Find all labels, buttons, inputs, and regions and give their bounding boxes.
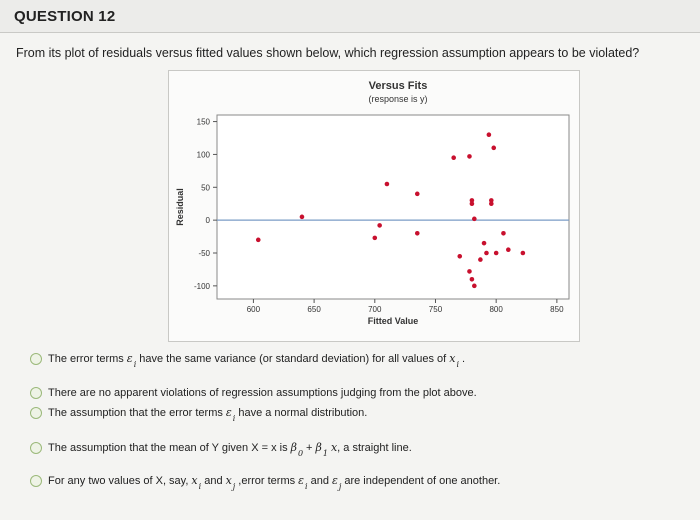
radio-button-5[interactable] [30,474,42,487]
xj-symbol: xj [225,474,236,491]
data-point [377,223,382,228]
radio-button-3[interactable] [30,406,42,419]
data-point [520,250,526,256]
radio-button-4[interactable] [30,441,42,454]
residual-plot: Versus Fits (response is y) 150 100 50 0 -50 -1… [168,70,580,342]
option-5-text: For any two values of X, say, [48,474,189,487]
option-3-rest: have a normal distribution. [238,406,368,419]
x-tick-label: 700 [368,305,382,314]
radio-button-1[interactable] [30,352,42,365]
data-point [469,198,475,203]
x-tick-label: 750 [429,305,443,314]
x-tick-label: 600 [247,305,261,314]
question-title: QUESTION 12 [14,8,116,25]
data-point [478,257,483,262]
option-2-text: There are no apparent violations of regr… [48,387,477,399]
data-point [457,253,463,259]
option-4-rest: , a straight line. [337,441,412,454]
answer-option-5[interactable]: For any two values of X, say, xi and xj … [30,474,501,491]
data-point [414,191,420,197]
data-point [299,214,305,220]
question-prompt: From its plot of residuals versus fitted… [16,46,640,60]
residual-plot-svg: Versus Fits (response is y) 150 100 50 0 -50 -1… [175,80,570,326]
option-4-text: The assumption that the mean of Y given … [48,441,288,454]
option-1-text: The error terms [48,352,124,365]
and-text-2: and [310,474,329,487]
chart-subtitle: (response is y) [368,94,427,104]
data-point [469,201,475,207]
data-point [506,247,511,253]
question-header: QUESTION 12 [0,0,700,33]
data-point [372,235,378,241]
x-symbol: x [330,441,338,454]
data-point [493,250,499,256]
data-point [489,198,494,203]
y-tick-label: 100 [197,150,211,159]
data-point [501,230,506,236]
option-5-mid: ,error terms [238,474,296,487]
data-point [472,216,477,222]
option-5-rest: are independent of one another. [344,474,501,487]
y-tick-label: 150 [197,118,211,127]
answer-option-3[interactable]: The assumption that the error terms εi h… [30,406,368,423]
epsilon-i-symbol: εi [298,474,308,491]
data-point [255,237,261,243]
beta0-symbol: β0 [290,441,304,458]
y-tick-label: -100 [194,282,211,291]
y-tick-label: 50 [201,183,210,192]
data-point [484,250,489,256]
epsilon-symbol: εi [126,352,137,369]
x-tick-label: 850 [550,305,564,314]
chart-title: Versus Fits [369,80,428,92]
data-point [451,155,456,161]
data-point [486,132,492,138]
y-axis-label: Residual [175,188,185,226]
data-point [481,240,487,246]
epsilon-symbol: εi [225,406,236,423]
xi-symbol: xi [191,474,202,491]
data-point [489,201,494,207]
data-point [491,145,497,151]
data-point [467,154,472,159]
data-point [384,181,390,187]
epsilon-j-symbol: εj [331,474,342,491]
plus-sign: + [306,441,313,454]
x-tick-label: 800 [489,305,503,314]
data-point [472,283,477,289]
radio-button-2[interactable] [30,387,42,399]
answer-option-1[interactable]: The error terms εi have the same varianc… [30,352,465,369]
beta1-symbol: β1 [315,441,328,458]
and-text-1: and [204,474,223,487]
x-tick-label: 650 [307,305,321,314]
option-3-text: The assumption that the error terms [48,406,223,419]
answer-option-4[interactable]: The assumption that the mean of Y given … [30,441,412,458]
plot-area [216,114,570,300]
y-tick-label: -50 [198,249,210,258]
y-tick-label: 0 [206,216,211,225]
option-1-rest: have the same variance (or standard devi… [139,352,447,365]
data-point [469,276,475,282]
answer-option-2[interactable]: There are no apparent violations of regr… [30,387,477,399]
x-symbol: xi [449,352,459,369]
data-point [414,230,420,236]
data-point [467,269,472,274]
x-axis-label: Fitted Value [368,316,419,326]
